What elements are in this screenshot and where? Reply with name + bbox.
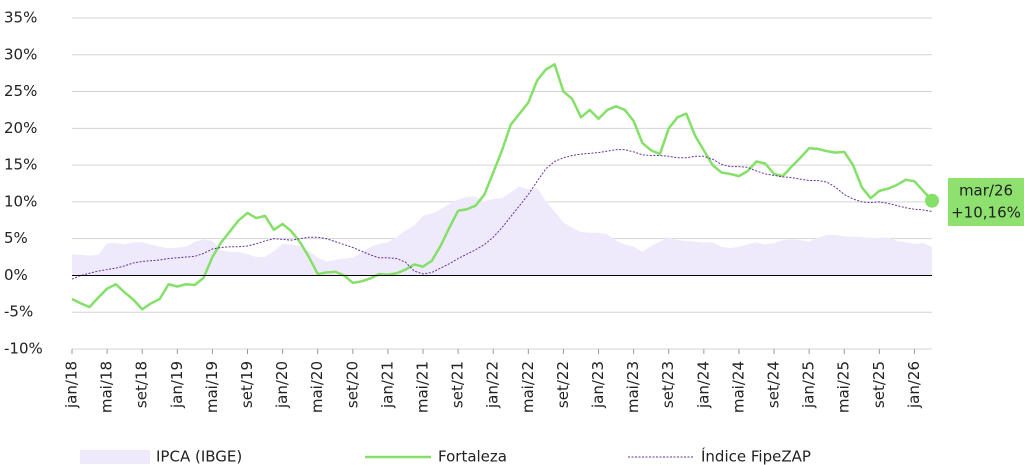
annotation-box	[948, 178, 1024, 226]
x-tick-label: jan/21	[378, 361, 396, 409]
x-tick-label: set/25	[870, 361, 888, 408]
x-tick-label: set/23	[659, 361, 677, 408]
x-tick-label: mai/23	[624, 361, 642, 413]
area	[72, 186, 932, 276]
x-tick-label: jan/25	[800, 361, 818, 409]
y-tick-label: 35%	[4, 9, 37, 27]
annotation-label: mar/26	[959, 182, 1013, 200]
x-tick-label: set/24	[765, 361, 783, 408]
x-tick-label: mai/22	[519, 361, 537, 413]
x-tick-label: jan/23	[589, 361, 607, 409]
x-tick-label: jan/22	[484, 361, 502, 409]
annotation-value: +10,16%	[951, 204, 1021, 222]
y-tick-label: 15%	[4, 156, 37, 174]
x-tick-label: set/21	[449, 361, 467, 408]
x-tick-label: jan/20	[273, 361, 291, 409]
x-tick-label: jan/26	[905, 361, 923, 409]
x-tick-label: mai/21	[414, 361, 432, 413]
y-tick-label: 10%	[4, 192, 37, 210]
x-tick-label: set/19	[238, 361, 256, 408]
y-tick-label: 5%	[4, 229, 28, 247]
x-tick-label: mai/20	[308, 361, 326, 413]
legend-label: Fortaleza	[438, 448, 507, 465]
x-tick-label: jan/18	[63, 361, 81, 409]
x-tick-label: set/22	[554, 361, 572, 408]
legend-swatch	[80, 450, 150, 464]
y-tick-label: 30%	[4, 45, 37, 63]
x-tick-label: mai/19	[203, 361, 221, 413]
y-tick-label: 25%	[4, 82, 37, 100]
x-tick-label: mai/24	[729, 361, 747, 413]
x-tick-label: set/20	[343, 361, 361, 408]
legend-label: IPCA (IBGE)	[156, 448, 242, 465]
x-tick-label: jan/19	[168, 361, 186, 409]
y-tick-label: -5%	[4, 303, 33, 321]
x-tick-label: mai/25	[835, 361, 853, 413]
x-tick-label: mai/18	[98, 361, 116, 413]
line	[71, 63, 933, 311]
end-point	[925, 193, 939, 208]
y-tick-label: 0%	[4, 266, 28, 284]
x-tick-label: jan/24	[694, 361, 712, 409]
legend-label: Índice FipeZAP	[701, 447, 811, 465]
y-tick-label: 20%	[4, 119, 37, 137]
line	[71, 149, 933, 280]
x-tick-label: set/18	[133, 361, 151, 408]
y-tick-label: -10%	[4, 340, 43, 358]
